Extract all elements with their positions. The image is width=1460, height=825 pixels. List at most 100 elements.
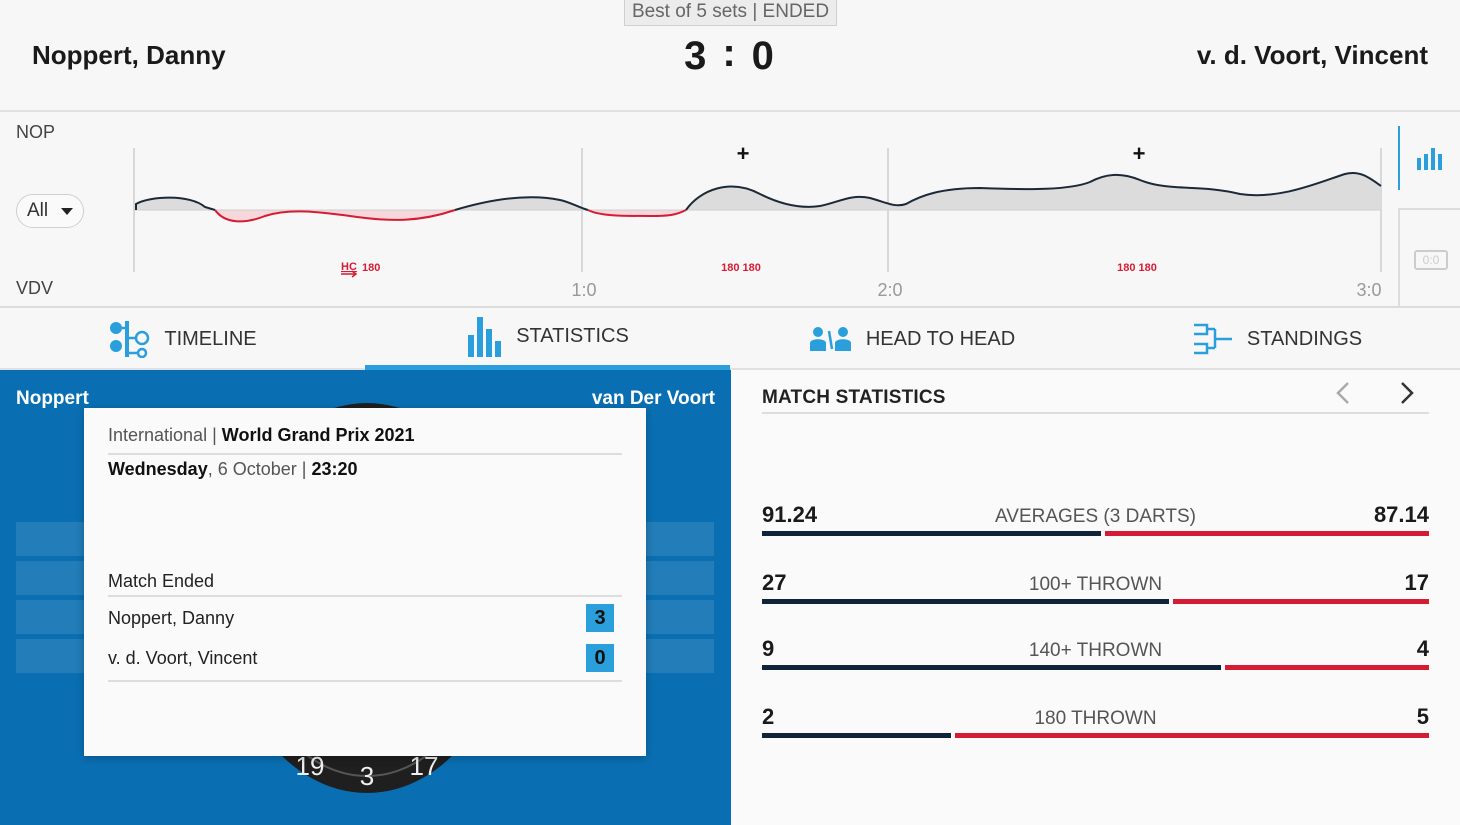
stat-label: 180 THROWN	[1034, 708, 1157, 729]
stat-away-bar	[1225, 665, 1429, 670]
stat-away-value: 5	[1416, 704, 1429, 729]
stat-label: 140+ THROWN	[1028, 640, 1163, 661]
popup-home-score: 3	[586, 604, 614, 632]
tab-statistics[interactable]: STATISTICS	[365, 308, 730, 370]
stat-away-bar	[1173, 599, 1429, 604]
divider	[108, 453, 622, 455]
stat-home-bar	[762, 531, 1101, 536]
tab-label: TIMELINE	[164, 327, 257, 350]
stat-stripe	[646, 639, 714, 673]
statistics-icon	[466, 316, 502, 357]
stat-home-bar	[762, 733, 951, 738]
home-momentum-area	[455, 197, 588, 210]
tab-label: STATISTICS	[516, 325, 629, 347]
tab-label: HEAD TO HEAD	[865, 327, 1016, 350]
match-status: Match Ended	[108, 571, 215, 591]
board-number: 17	[410, 751, 439, 781]
standings-icon	[1193, 322, 1233, 356]
set-marker-label: 2:0	[877, 280, 902, 300]
match-time: 23:20	[311, 459, 358, 479]
stat-row-140-plus: 140+ THROWN 9 4	[762, 636, 1429, 672]
plus-marker: +	[737, 141, 750, 166]
match-weekday: Wednesday	[108, 459, 208, 479]
stat-label: AVERAGES (3 DARTS)	[995, 506, 1196, 527]
momentum-graph: + + HC 180 180 180 180 180 1:0 2:0 3:0	[133, 141, 1382, 300]
bar-chart-icon[interactable]	[1417, 148, 1443, 170]
away-player-short: van Der Voort	[591, 388, 715, 409]
stat-stripe	[16, 600, 84, 634]
home-momentum-area	[136, 197, 215, 210]
stat-row-100-plus: 100+ THROWN 27 17	[762, 570, 1429, 606]
tournament-name[interactable]: World Grand Prix 2021	[221, 425, 415, 445]
head-to-head-icon	[809, 327, 852, 351]
tab-bar: TIMELINE STATISTICS HEAD TO HEAD	[0, 308, 1460, 370]
stat-away-bar	[1105, 531, 1429, 536]
away-momentum-line	[587, 209, 687, 218]
stat-stripe	[646, 600, 714, 634]
separator: |	[301, 459, 307, 479]
event-180-label: 180	[362, 262, 380, 274]
checkout-arrow-icon	[341, 270, 358, 278]
tab-label: STANDINGS	[1246, 327, 1363, 350]
match-info-popup: International | World Grand Prix 2021 We…	[84, 408, 646, 756]
stat-row-180: 180 THROWN 2 5	[762, 704, 1429, 740]
tab-standings[interactable]: STANDINGS	[1095, 308, 1460, 370]
away-momentum-line	[214, 209, 456, 223]
match-format-status: Best of 5 sets | ENDED	[624, 0, 837, 26]
side-indicator	[1398, 126, 1400, 190]
tab-timeline[interactable]: TIMELINE	[0, 308, 365, 370]
tournament-line: International | World Grand Prix 2021	[108, 425, 622, 446]
stat-home-value: 27	[762, 570, 787, 595]
momentum-chart: + + HC 180 180 180 180 180 1:0 2:0 3:0 N…	[0, 112, 1460, 308]
stat-home-bar	[762, 665, 1221, 670]
divider	[108, 680, 622, 682]
match-date: , 6 October	[207, 459, 297, 479]
leg-filter-value: All	[27, 200, 49, 221]
timeline-icon	[108, 320, 150, 358]
away-score: 0	[751, 34, 776, 78]
popup-away-player[interactable]: v. d. Voort, Vincent	[108, 648, 258, 668]
match-statistics-title: MATCH STATISTICS	[762, 387, 946, 408]
popup-away-score: 0	[586, 644, 614, 672]
side-box: 0:0	[1398, 208, 1460, 308]
event-180-label: 180 180	[721, 262, 761, 274]
stat-away-value: 4	[1416, 636, 1429, 661]
score-separator: :	[722, 31, 738, 75]
home-player-name[interactable]: Noppert, Danny	[32, 40, 226, 70]
leg-filter-select[interactable]: All	[16, 194, 84, 228]
tournament-category: International	[108, 425, 208, 445]
hc-event-label: HC	[341, 261, 357, 273]
home-momentum-line	[685, 172, 1382, 211]
home-momentum-area	[686, 172, 1381, 210]
chevron-left-icon[interactable]	[1331, 380, 1357, 406]
stat-away-value: 17	[1404, 570, 1429, 595]
tab-head-to-head[interactable]: HEAD TO HEAD	[730, 308, 1095, 370]
stat-home-value: 91.24	[762, 502, 818, 527]
home-player-short: Noppert	[16, 388, 89, 409]
momentum-side-panel: 0:0	[1398, 112, 1460, 308]
event-180-label: 180 180	[1117, 262, 1157, 274]
stat-away-bar	[955, 733, 1429, 738]
away-player-name[interactable]: v. d. Voort, Vincent	[1196, 40, 1428, 70]
stat-label: 100+ THROWN	[1028, 574, 1163, 595]
popup-home-player[interactable]: Noppert, Danny	[108, 608, 235, 628]
match-statistics-panel: MATCH STATISTICS AVERAGES (3 DARTS) 91.2…	[731, 370, 1460, 825]
stat-home-bar	[762, 599, 1169, 604]
title-underline	[762, 412, 1429, 414]
plus-marker: +	[1133, 141, 1146, 166]
stat-home-value: 9	[762, 636, 775, 661]
stat-home-value: 2	[762, 704, 775, 729]
stat-row-averages: AVERAGES (3 DARTS) 91.24 87.14	[762, 502, 1429, 538]
home-momentum-line	[454, 196, 589, 211]
home-abbrev-label: NOP	[16, 122, 56, 142]
chevron-right-icon[interactable]	[1393, 380, 1419, 406]
set-marker-label: 3:0	[1356, 280, 1381, 300]
stat-stripe	[646, 561, 714, 595]
board-number: 3	[360, 761, 374, 791]
score-badge-icon[interactable]: 0:0	[1414, 250, 1448, 270]
chevron-down-icon	[61, 208, 73, 215]
stat-stripe	[16, 522, 84, 556]
stat-away-value: 87.14	[1373, 502, 1429, 527]
match-header: Best of 5 sets | ENDED Noppert, Danny 3:…	[0, 0, 1460, 112]
home-momentum-line	[135, 196, 216, 211]
